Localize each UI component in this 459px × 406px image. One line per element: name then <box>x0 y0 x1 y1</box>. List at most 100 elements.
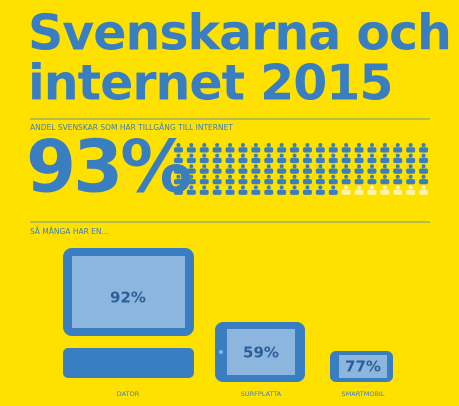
person-head <box>318 143 323 147</box>
person-body <box>290 168 300 174</box>
person-head <box>228 143 233 147</box>
person-head <box>408 153 413 158</box>
person-body <box>186 189 196 195</box>
person-head <box>176 174 181 179</box>
device-label: DATOR <box>117 390 140 398</box>
person-body <box>212 168 222 174</box>
person-head <box>344 153 349 158</box>
person-body <box>251 157 261 164</box>
person-head <box>253 143 258 147</box>
person-head <box>305 153 310 158</box>
person-head <box>395 143 400 147</box>
person-head <box>305 174 310 179</box>
person-head <box>279 164 284 169</box>
person-head <box>292 185 297 190</box>
person-body <box>251 168 261 174</box>
person-head <box>279 174 284 179</box>
person-head <box>305 185 310 190</box>
person-head <box>266 174 271 179</box>
person-head <box>331 153 336 158</box>
person-body <box>173 157 183 164</box>
person-body <box>341 189 351 195</box>
person-body <box>393 168 403 174</box>
person-body <box>315 168 325 174</box>
person-head <box>176 164 181 169</box>
tablet-button <box>219 350 223 354</box>
person-body <box>406 147 416 153</box>
person-body <box>328 179 338 185</box>
person-body <box>199 147 209 153</box>
computer-screen-inner <box>72 256 185 328</box>
person-head <box>318 164 323 169</box>
person-head <box>292 174 297 179</box>
person-head <box>369 153 374 158</box>
person-head <box>266 143 271 147</box>
device-value: 92% <box>110 289 146 307</box>
person-head <box>292 153 297 158</box>
person-body <box>199 157 209 164</box>
person-body <box>277 179 287 185</box>
person-head <box>240 185 245 190</box>
person-head <box>369 143 374 147</box>
person-head <box>421 164 426 169</box>
person-head <box>292 164 297 169</box>
title: internet 2015 <box>28 55 392 112</box>
person-body <box>251 147 261 153</box>
person-body <box>212 189 222 195</box>
person-body <box>341 147 351 153</box>
person-head <box>382 174 387 179</box>
person-body <box>225 168 235 174</box>
person-body <box>238 168 248 174</box>
person-head <box>408 174 413 179</box>
person-body <box>406 189 416 195</box>
person-head <box>357 143 362 147</box>
person-body <box>302 147 312 153</box>
person-head <box>344 185 349 190</box>
person-body <box>290 189 300 195</box>
person-head <box>382 153 387 158</box>
person-head <box>215 153 220 158</box>
person-body <box>406 168 416 174</box>
person-body <box>264 168 274 174</box>
person-body <box>406 157 416 164</box>
person-body <box>380 189 390 195</box>
person-head <box>189 185 194 190</box>
person-head <box>202 143 207 147</box>
person-body <box>212 147 222 153</box>
person-body <box>264 179 274 185</box>
person-head <box>279 185 284 190</box>
person-head <box>228 185 233 190</box>
person-head <box>189 174 194 179</box>
person-head <box>395 164 400 169</box>
person-body <box>328 168 338 174</box>
person-head <box>215 185 220 190</box>
person-head <box>189 164 194 169</box>
person-body <box>264 157 274 164</box>
person-body <box>199 179 209 185</box>
person-body <box>393 147 403 153</box>
person-body <box>328 147 338 153</box>
person-head <box>318 185 323 190</box>
person-head <box>344 143 349 147</box>
person-body <box>393 157 403 164</box>
caption: SÅ MÅNGA HAR EN... <box>30 227 109 236</box>
person-body <box>199 189 209 195</box>
person-head <box>331 185 336 190</box>
person-body <box>302 157 312 164</box>
person-body <box>173 179 183 185</box>
person-head <box>408 164 413 169</box>
person-head <box>331 164 336 169</box>
person-body <box>380 157 390 164</box>
person-head <box>305 143 310 147</box>
person-head <box>357 164 362 169</box>
person-head <box>253 164 258 169</box>
person-body <box>302 189 312 195</box>
person-body <box>354 147 364 153</box>
person-body <box>315 179 325 185</box>
person-body <box>367 179 377 185</box>
person-head <box>202 153 207 158</box>
person-body <box>341 179 351 185</box>
person-body <box>367 189 377 195</box>
person-body <box>380 147 390 153</box>
person-head <box>202 174 207 179</box>
